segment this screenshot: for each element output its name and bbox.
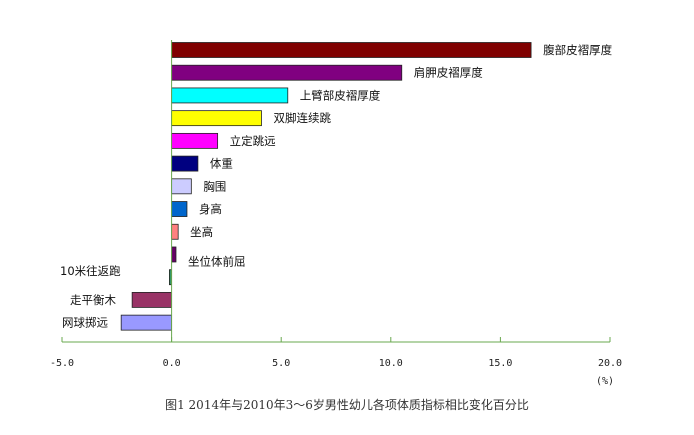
x-ticks: -5.0 0.0 5.0 10.0 15.0 20.0 [50, 337, 622, 369]
bar-7 [171, 201, 188, 217]
bar-12 [120, 314, 172, 331]
bars-group [120, 42, 532, 331]
x-tick-label: 15.0 [488, 358, 512, 369]
x-axis-unit-label: (%) [596, 376, 614, 387]
bar-4 [171, 132, 219, 149]
category-label: 上臂部皮褶厚度 [300, 88, 381, 102]
bar-3 [171, 110, 262, 127]
category-labels: 腹部皮褶厚度肩胛皮褶厚度上臂部皮褶厚度双脚连续跳立定跳远体重胸围身高坐高坐位体前… [60, 43, 613, 330]
x-tick-label: 0.0 [163, 358, 181, 369]
category-label: 双脚连续跳 [273, 111, 331, 125]
x-tick-label: 5.0 [272, 358, 290, 369]
x-tick-label: -5.0 [50, 358, 74, 369]
bar-11 [131, 292, 172, 308]
chart-caption: 图1 2014年与2010年3～6岁男性幼儿各项体质指标相比变化百分比 [165, 397, 529, 412]
x-tick-label: 20.0 [598, 358, 622, 369]
category-label: 走平衡木 [70, 293, 116, 307]
category-label: 坐高 [190, 225, 213, 239]
bar-9 [171, 246, 177, 263]
category-label: 腹部皮褶厚度 [543, 43, 612, 57]
bar-6 [171, 178, 192, 195]
category-label: 10米往返跑 [60, 264, 121, 278]
x-tick-label: 10.0 [379, 358, 403, 369]
bar-1 [171, 64, 403, 81]
category-label: 网球掷远 [62, 316, 108, 330]
bar-8 [171, 223, 179, 240]
category-label: 体重 [210, 157, 233, 171]
bar-0 [171, 42, 532, 58]
category-label: 肩胛皮褶厚度 [414, 66, 483, 80]
category-label: 身高 [199, 202, 222, 216]
category-label: 坐位体前屈 [188, 254, 246, 268]
bar-5 [171, 155, 199, 172]
category-label: 立定跳远 [230, 134, 276, 148]
bar-2 [171, 87, 289, 104]
category-label: 胸围 [203, 179, 226, 193]
